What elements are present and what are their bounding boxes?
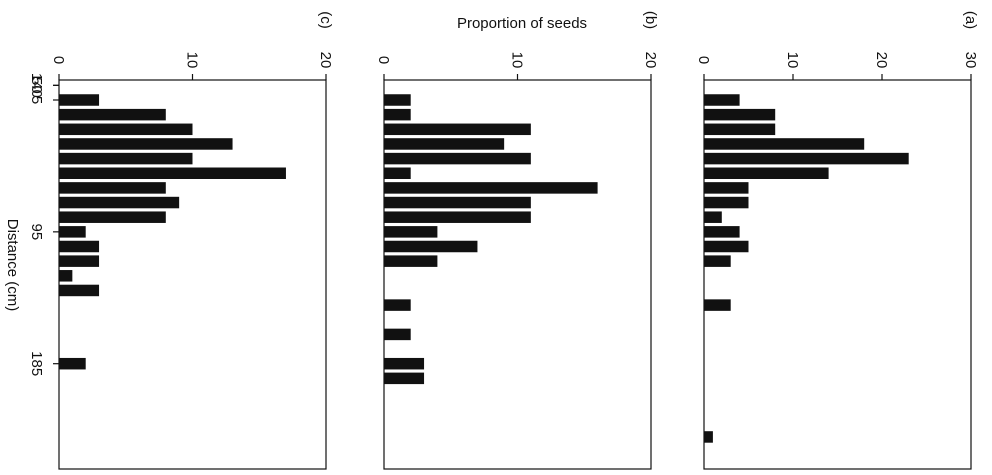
bar <box>704 152 909 165</box>
bar <box>704 240 749 253</box>
bar <box>384 328 411 341</box>
bar <box>384 357 425 370</box>
bar <box>384 211 531 223</box>
bar <box>704 431 713 443</box>
y-tick-label: 10 <box>784 52 801 69</box>
bar <box>59 94 100 106</box>
bar <box>59 123 193 136</box>
panels: 0 10 20 30 (a) 0 10 20 (b) 0 10 20 (c) 5 50 95 140 185 <box>28 11 979 470</box>
panel-2: 0 10 20 (b) <box>375 11 659 470</box>
x-axis-title: Distance (cm) <box>4 219 21 312</box>
panel-label: (a) <box>962 11 979 29</box>
bar <box>384 226 438 238</box>
bar <box>384 94 411 106</box>
panel-3: 0 10 20 (c) <box>50 11 334 470</box>
bar <box>384 167 411 179</box>
panel-1: 0 10 20 30 (a) <box>695 11 979 470</box>
x-tick-label: 140 <box>28 73 45 98</box>
bar <box>59 108 166 121</box>
bar <box>59 138 233 150</box>
bar <box>704 138 865 150</box>
x-tick-label: 5 <box>28 96 45 104</box>
panel-label: (b) <box>642 11 659 29</box>
bar <box>704 255 731 267</box>
x-tick-label: 95 <box>28 224 45 241</box>
panel-label: (c) <box>317 11 334 29</box>
bar <box>59 167 286 179</box>
bar <box>59 152 193 165</box>
y-tick-label: 0 <box>375 56 392 64</box>
y-tick-label: 20 <box>317 52 334 69</box>
bar <box>384 152 531 165</box>
y-axis-title: Proportion of seeds <box>457 15 587 32</box>
bar <box>704 123 776 136</box>
x-axis: 5 50 95 140 185 <box>28 73 59 376</box>
bar <box>704 167 829 179</box>
bar <box>59 196 180 209</box>
bar <box>384 196 531 209</box>
bar <box>384 108 411 121</box>
bar <box>384 255 438 267</box>
bar <box>59 226 86 238</box>
bar <box>384 372 425 385</box>
bar <box>384 182 598 194</box>
bar <box>59 284 100 297</box>
bar <box>704 182 749 194</box>
x-tick-label: 50 <box>28 77 45 94</box>
y-tick-label: 0 <box>50 56 67 64</box>
panel-frame <box>703 79 972 470</box>
bar <box>59 255 100 267</box>
bar <box>59 270 73 282</box>
x-tick-label: 185 <box>28 351 45 376</box>
bar <box>704 226 740 238</box>
bar <box>704 299 731 311</box>
y-tick-label: 30 <box>962 52 979 69</box>
bar <box>59 357 86 370</box>
y-tick-label: 10 <box>184 52 201 69</box>
bar <box>704 108 776 121</box>
bar <box>704 211 722 223</box>
bar <box>384 138 505 150</box>
y-tick-label: 20 <box>642 52 659 69</box>
bar <box>384 240 478 253</box>
bar <box>704 196 749 209</box>
bar <box>59 211 166 223</box>
bar <box>59 240 100 253</box>
bar <box>384 299 411 311</box>
bar <box>384 123 531 136</box>
bar <box>59 182 166 194</box>
y-tick-label: 10 <box>509 52 526 69</box>
bar <box>704 94 740 106</box>
y-tick-label: 0 <box>695 56 712 64</box>
y-tick-label: 20 <box>873 52 890 69</box>
